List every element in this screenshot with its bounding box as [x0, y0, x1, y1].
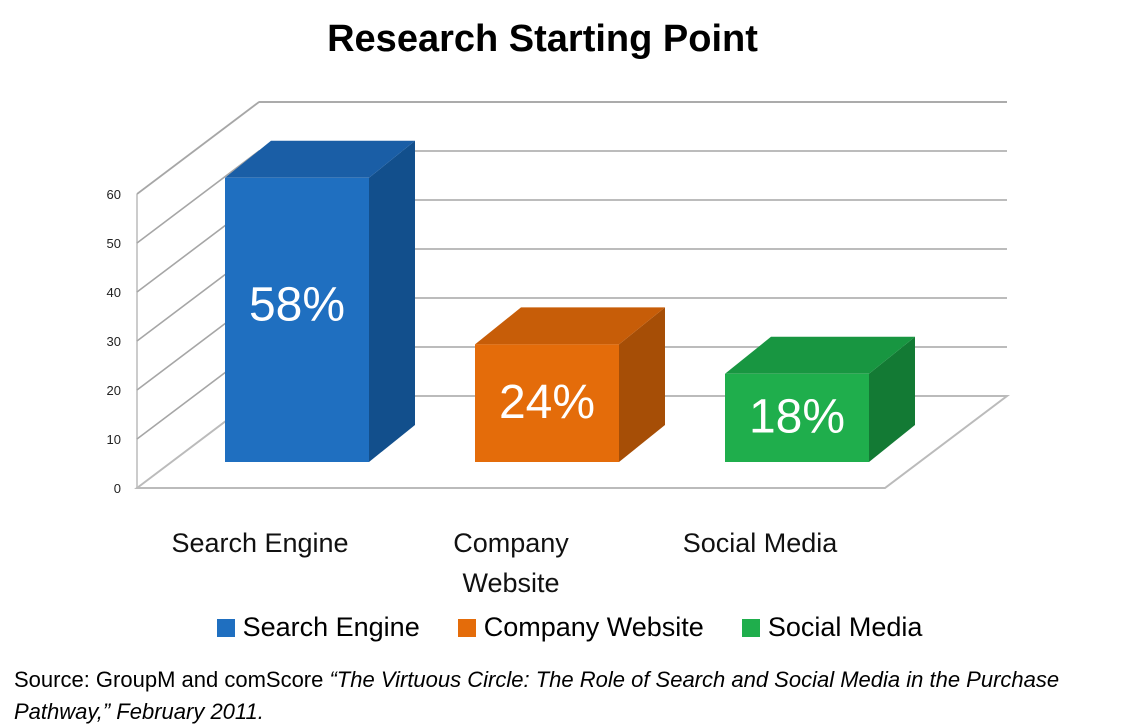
bar-data-label: 18% — [749, 391, 845, 444]
bar-side — [619, 307, 665, 462]
x-category-label: Website — [462, 568, 559, 598]
floor-outline — [134, 395, 1010, 489]
legend-swatch — [741, 618, 760, 637]
y-tick-label: 40 — [107, 285, 121, 300]
x-category-label: Search Engine — [171, 528, 348, 558]
chart-plot: 0 10 20 30 40 50 60 58% 24% 18% Search Engine Compa… — [107, 101, 1010, 598]
bar-top — [475, 307, 665, 345]
bar-data-label: 24% — [499, 376, 595, 429]
y-tick-label: 60 — [107, 187, 121, 202]
legend: Search Engine Company Website Social Med… — [0, 612, 1139, 643]
bar-side — [869, 336, 915, 462]
bar-front — [475, 344, 619, 462]
bar-top — [225, 140, 415, 178]
bar-front — [225, 177, 369, 463]
legend-label: Social Media — [767, 612, 923, 642]
gridline — [136, 101, 1007, 195]
source-prefix: Source: GroupM and comScore — [14, 667, 330, 692]
y-tick-label: 20 — [107, 383, 121, 398]
legend-swatch — [457, 618, 476, 637]
source-note: Source: GroupM and comScore “The Virtuou… — [14, 664, 1114, 728]
bar-front — [725, 373, 869, 462]
bar-side — [369, 140, 415, 463]
y-tick-label: 10 — [107, 432, 121, 447]
y-tick-label: 50 — [107, 236, 121, 251]
legend-item-social-media: Social Media — [741, 612, 923, 643]
y-tick-label: 0 — [114, 481, 121, 496]
legend-swatch — [216, 618, 235, 637]
legend-item-company-website: Company Website — [457, 612, 704, 643]
bar-top — [725, 336, 915, 374]
y-tick-label: 30 — [107, 334, 121, 349]
legend-item-search-engine: Search Engine — [216, 612, 420, 643]
chart-title: Research Starting Point — [327, 18, 758, 60]
legend-label: Company Website — [483, 612, 704, 642]
label-layer: 0 10 20 30 40 50 60 58% 24% 18% Search Engine Compa… — [107, 187, 846, 598]
legend-label: Search Engine — [242, 612, 420, 642]
x-category-label: Company — [453, 528, 569, 558]
source-citation: “The Virtuous Circle: The Role of Search… — [14, 667, 1060, 724]
bar-layer — [225, 140, 915, 463]
x-category-label: Social Media — [683, 528, 839, 558]
bar-data-label: 58% — [249, 279, 345, 332]
